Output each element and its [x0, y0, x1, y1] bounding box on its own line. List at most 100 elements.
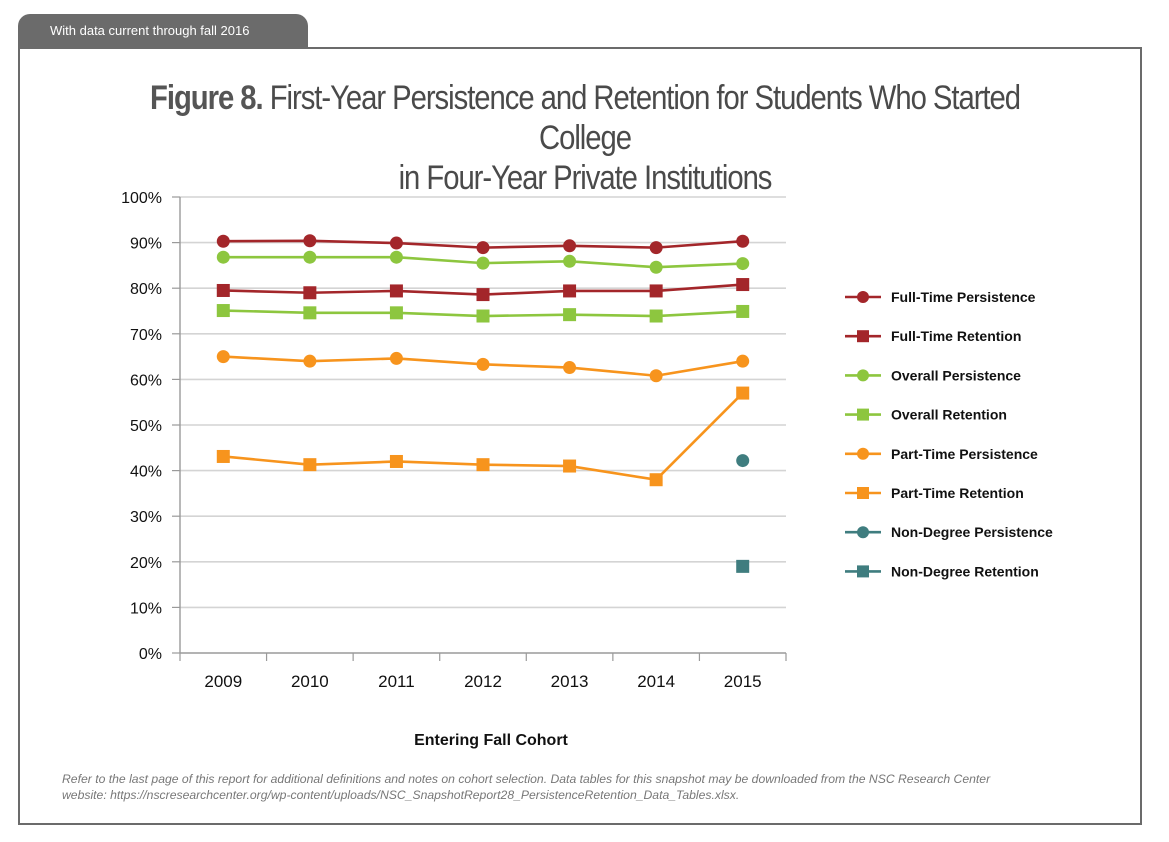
legend-item-full-time-retention: Full-Time Retention: [845, 328, 1021, 344]
legend-label-part-time-retention: Part-Time Retention: [891, 485, 1024, 501]
point-full-time-retention-2015: [736, 278, 750, 292]
point-non-degree-retention-2015: [736, 559, 750, 573]
y-tick-label-30: 30%: [130, 509, 162, 526]
y-tick-label-100: 100%: [121, 190, 162, 207]
y-tick-label-20: 20%: [130, 555, 162, 572]
y-tick-label-50: 50%: [130, 418, 162, 435]
series-non-degree-retention: [736, 559, 750, 573]
point-full-time-retention-2011: [389, 284, 403, 298]
series-part-time-persistence: [216, 350, 750, 383]
legend-label-full-time-persistence: Full-Time Persistence: [891, 289, 1036, 305]
point-overall-retention-2014: [649, 309, 663, 323]
point-full-time-retention-2010: [303, 286, 317, 300]
point-full-time-retention-2014: [649, 284, 663, 298]
point-part-time-persistence-2011: [389, 351, 403, 365]
point-overall-persistence-2010: [303, 250, 317, 264]
series-part-time-retention: [216, 386, 750, 487]
legend-item-overall-persistence: Overall Persistence: [845, 367, 1021, 383]
legend-item-non-degree-persistence: Non-Degree Persistence: [845, 524, 1053, 540]
point-overall-persistence-2012: [476, 256, 490, 270]
legend-label-non-degree-persistence: Non-Degree Persistence: [891, 524, 1053, 540]
legend-item-part-time-persistence: Part-Time Persistence: [845, 446, 1038, 462]
y-tick-label-80: 80%: [130, 281, 162, 298]
y-tick-label-70: 70%: [130, 327, 162, 344]
point-overall-persistence-2014: [649, 260, 663, 274]
series-full-time-retention: [216, 278, 750, 302]
point-part-time-retention-2013: [563, 459, 577, 473]
y-tick-label-0: 0%: [139, 646, 162, 663]
point-full-time-persistence-2014: [649, 241, 663, 255]
point-full-time-persistence-2009: [216, 234, 230, 248]
point-non-degree-persistence-2015: [736, 454, 750, 468]
legend-label-overall-retention: Overall Retention: [891, 407, 1007, 423]
legend-marker-non-degree-persistence: [857, 526, 869, 539]
point-part-time-retention-2012: [476, 458, 490, 472]
series-full-time-persistence: [216, 234, 750, 255]
legend-marker-part-time-persistence: [857, 447, 869, 460]
y-tick-labels: 0% 10% 20% 30% 40% 50% 60% 70% 80% 90% 100%: [121, 190, 162, 663]
series-overall-retention: [216, 304, 750, 323]
x-tick-label-2014: 2014: [637, 672, 675, 691]
x-tick-label-2009: 2009: [204, 672, 242, 691]
title-line-1: First-Year Persistence and Retention for…: [269, 79, 1020, 157]
legend-marker-full-time-persistence: [857, 291, 869, 303]
figure-frame: [18, 47, 1142, 825]
point-part-time-persistence-2013: [563, 361, 577, 375]
point-full-time-retention-2012: [476, 288, 490, 302]
point-overall-retention-2011: [389, 306, 403, 320]
x-tick-label-2013: 2013: [551, 672, 589, 691]
x-tick-labels: 2009 2010 2011 2012 2013 2014 2015: [204, 672, 761, 691]
point-part-time-retention-2015: [736, 386, 750, 400]
legend-marker-non-degree-retention: [857, 565, 869, 578]
legend-label-part-time-persistence: Part-Time Persistence: [891, 446, 1038, 462]
legend-label-non-degree-retention: Non-Degree Retention: [891, 563, 1039, 579]
y-tick-label-60: 60%: [130, 372, 162, 389]
point-overall-persistence-2015: [736, 257, 750, 271]
legend-label-overall-persistence: Overall Persistence: [891, 367, 1021, 383]
footnote: Refer to the last page of this report fo…: [62, 771, 1122, 803]
x-tick-label-2010: 2010: [291, 672, 329, 691]
point-overall-persistence-2013: [563, 254, 577, 268]
point-overall-retention-2009: [216, 304, 230, 318]
legend-marker-overall-persistence: [857, 369, 869, 382]
point-full-time-persistence-2010: [303, 234, 317, 248]
legend-item-full-time-persistence: Full-Time Persistence: [845, 289, 1036, 305]
point-full-time-retention-2013: [563, 284, 577, 298]
footnote-line-1: Refer to the last page of this report fo…: [62, 772, 991, 786]
point-part-time-persistence-2010: [303, 354, 317, 368]
point-full-time-persistence-2012: [476, 241, 490, 255]
legend-item-overall-retention: Overall Retention: [845, 407, 1007, 423]
legend: Full-Time Persistence Full-Time Retention…: [845, 289, 1053, 579]
y-tick-label-90: 90%: [130, 236, 162, 253]
series-non-degree-persistence: [736, 454, 750, 468]
point-part-time-retention-2011: [389, 454, 403, 468]
point-overall-persistence-2009: [216, 250, 230, 264]
y-tick-label-10: 10%: [130, 600, 162, 617]
title-line-2: in Four-Year Private Institutions: [398, 159, 772, 197]
legend-marker-part-time-retention: [857, 487, 869, 499]
point-full-time-retention-2009: [216, 283, 230, 297]
legend-item-non-degree-retention: Non-Degree Retention: [845, 563, 1039, 579]
point-full-time-persistence-2011: [389, 236, 403, 250]
point-overall-retention-2012: [476, 309, 490, 323]
legend-marker-overall-retention: [857, 408, 869, 421]
series-overall-persistence: [216, 250, 750, 274]
figure-label: Figure 8.: [149, 79, 264, 117]
y-tick-label-40: 40%: [130, 464, 162, 481]
point-overall-persistence-2011: [389, 250, 403, 264]
point-part-time-retention-2014: [649, 473, 663, 487]
point-part-time-persistence-2012: [476, 357, 490, 371]
legend-label-full-time-retention: Full-Time Retention: [891, 328, 1021, 344]
legend-marker-full-time-retention: [857, 330, 869, 343]
footnote-line-2: website: https://nscresearchcenter.org/w…: [62, 788, 740, 802]
point-part-time-persistence-2015: [736, 354, 750, 368]
point-part-time-retention-2010: [303, 458, 317, 472]
point-overall-retention-2015: [736, 304, 750, 318]
legend-item-part-time-retention: Part-Time Retention: [845, 485, 1024, 501]
data-currency-tab: With data current through fall 2016: [18, 14, 308, 48]
x-tick-label-2015: 2015: [724, 672, 762, 691]
x-axis-title: Entering Fall Cohort: [414, 732, 568, 749]
point-full-time-persistence-2015: [736, 234, 750, 248]
series-group: [216, 234, 750, 573]
